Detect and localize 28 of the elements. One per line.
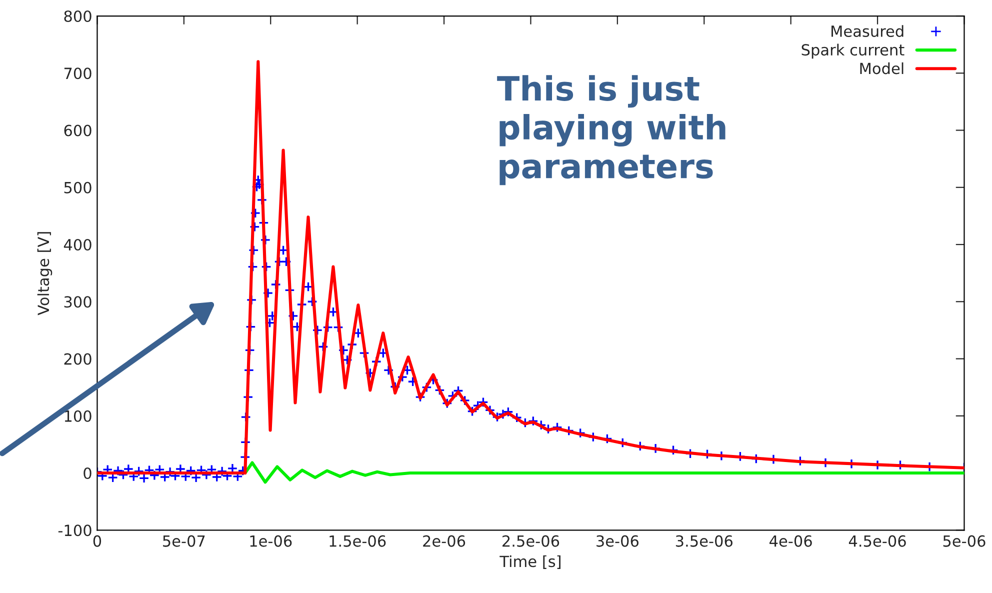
x-tick-label: 0 (93, 535, 102, 547)
x-tick-label: 5e-06 (943, 535, 986, 547)
x-tick-label: 4e-06 (770, 535, 812, 547)
y-axis-title: Voltage [V] (37, 232, 52, 316)
y-tick-label: 300 (64, 296, 92, 308)
y-tick-label: 0 (84, 467, 92, 480)
line-series (97, 60, 964, 475)
legend-label: Spark current (802, 44, 904, 59)
y-tick-label: 700 (64, 68, 92, 80)
x-tick-label: 5e-07 (163, 535, 205, 547)
legend-label: Model (860, 62, 904, 74)
x-tick-label: 2.5e-06 (502, 535, 560, 547)
x-tick-label: 3.5e-06 (676, 535, 732, 547)
y-tick-label: 600 (64, 124, 92, 136)
y-tick-label: 200 (64, 353, 92, 365)
x-axis-title: Time [s] (500, 555, 560, 569)
y-tick-label: 400 (64, 238, 92, 251)
x-tick-label: 3e-06 (596, 535, 638, 547)
x-tick-label: 1e-06 (250, 535, 292, 547)
x-tick-label: 1.5e-06 (330, 535, 386, 547)
x-tick-label: 4.5e-06 (848, 535, 906, 547)
x-tick-label: 2e-06 (423, 535, 466, 547)
y-tick-label: -100 (58, 524, 92, 536)
y-tick-label: 500 (64, 182, 92, 194)
y-tick-label: 100 (64, 410, 92, 422)
annotation: This is just playing with parameters (497, 75, 726, 186)
legend-label: Measured (832, 25, 904, 38)
y-tick-label: 800 (64, 10, 92, 22)
